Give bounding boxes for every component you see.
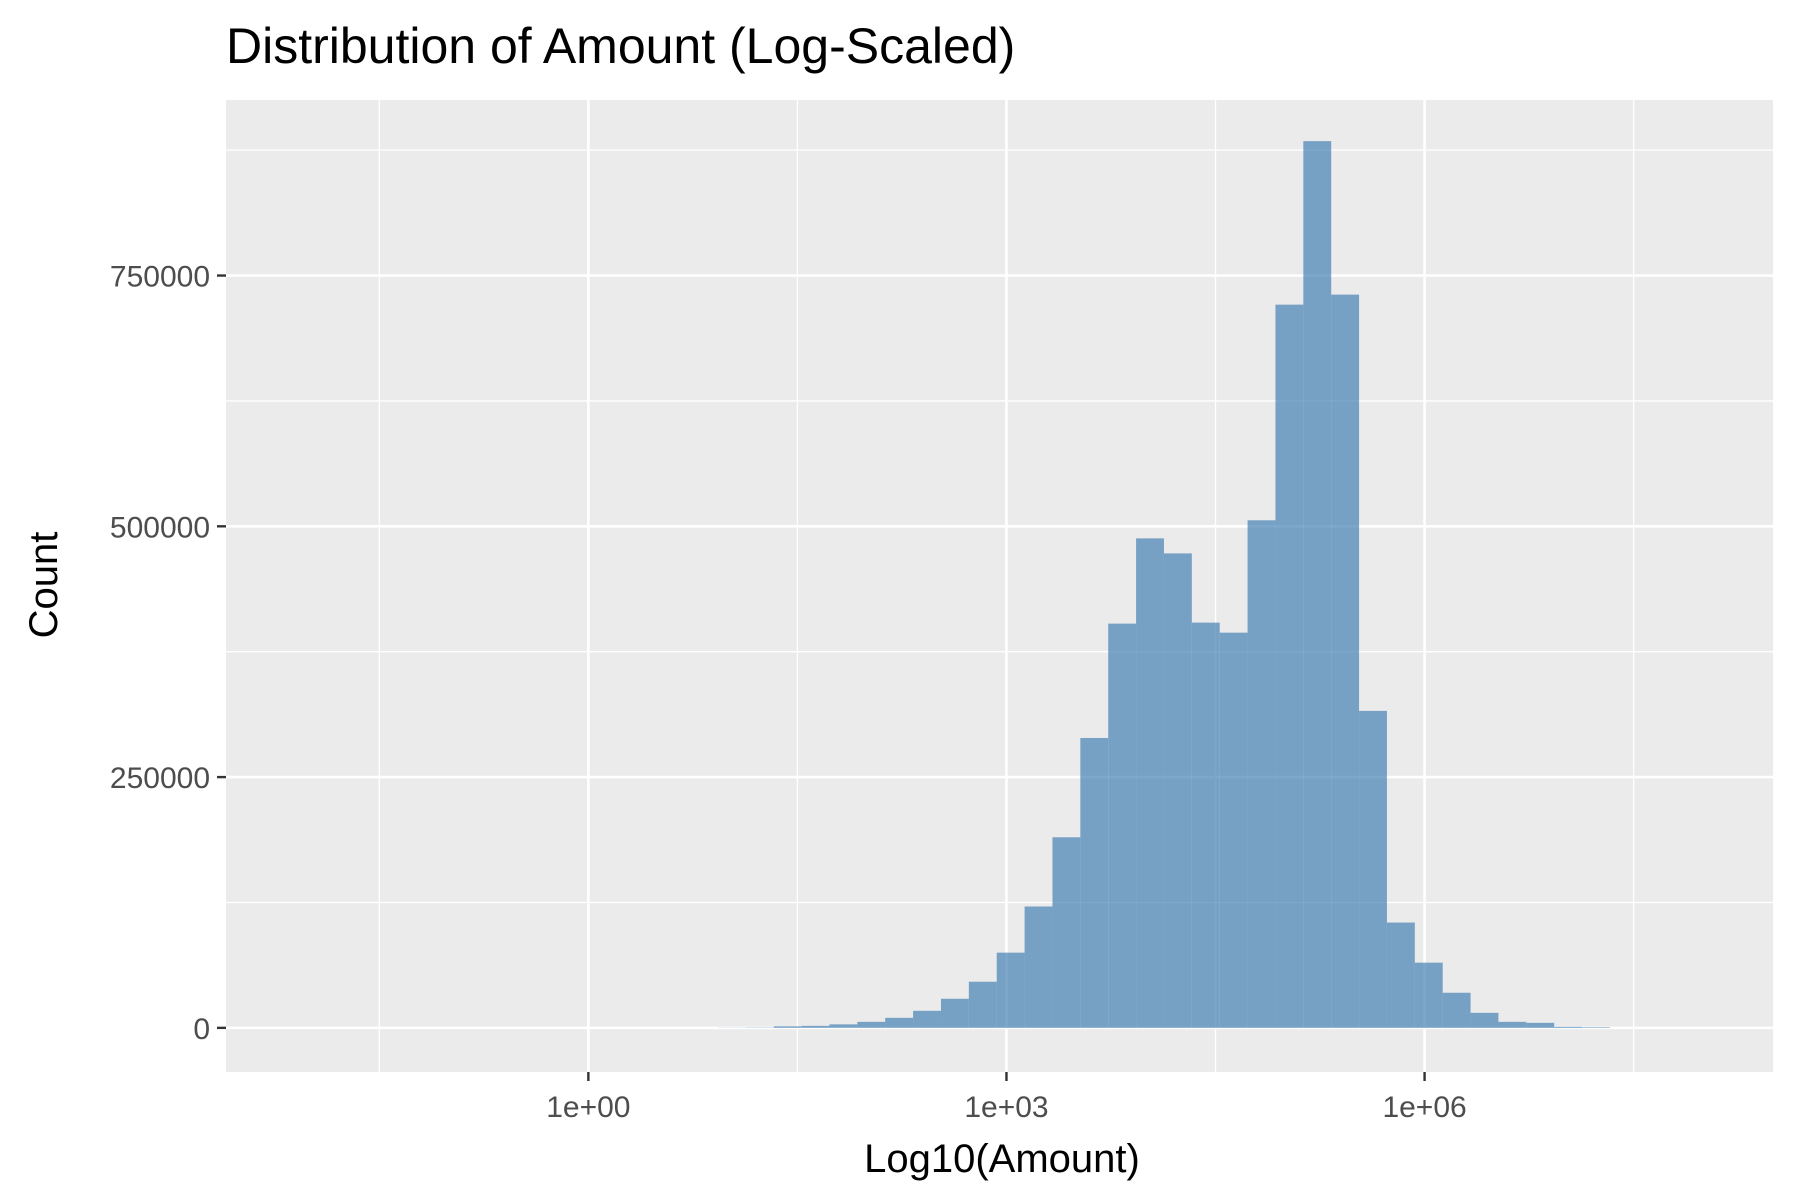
chart-title: Distribution of Amount (Log-Scaled)	[226, 18, 1015, 74]
histogram-bar	[773, 1026, 802, 1028]
histogram-bar	[968, 981, 997, 1028]
histogram-bar	[1470, 1012, 1499, 1028]
x-tick-label: 1e+06	[1382, 1091, 1466, 1124]
y-axis-title: Count	[22, 532, 66, 639]
y-tick-label: 0	[193, 1013, 210, 1046]
histogram-bar	[1442, 992, 1471, 1028]
histogram-bar	[1331, 294, 1360, 1028]
histogram-bar	[1108, 623, 1137, 1028]
major-gridlines	[226, 100, 1773, 1072]
histogram-bar	[829, 1024, 858, 1028]
histogram-bar	[1024, 906, 1053, 1028]
histogram-bar	[1080, 737, 1109, 1028]
histogram-bar	[1526, 1022, 1555, 1028]
histogram-bar	[1554, 1026, 1583, 1028]
histogram-bar	[1136, 538, 1164, 1028]
histogram-bar	[1247, 520, 1276, 1028]
histogram-bar	[1582, 1027, 1610, 1028]
histogram-bar	[857, 1021, 886, 1028]
histogram-bar	[885, 1017, 914, 1028]
y-axis: 0 250000 500000 750000	[110, 261, 226, 1046]
histogram-bar	[1303, 141, 1332, 1028]
histogram-bar	[1163, 553, 1192, 1028]
histogram-bar	[1052, 837, 1081, 1028]
y-tick-label: 250000	[110, 762, 210, 795]
x-tick-label: 1e+00	[546, 1091, 630, 1124]
histogram-bars	[717, 141, 1610, 1028]
y-tick-label: 750000	[110, 261, 210, 294]
histogram-bar	[913, 1010, 941, 1028]
histogram-bar	[1414, 962, 1443, 1028]
histogram-bar	[801, 1025, 830, 1028]
plot-panel	[226, 100, 1773, 1072]
x-axis: 1e+00 1e+03 1e+06	[546, 1072, 1467, 1124]
histogram-bar	[1386, 922, 1415, 1028]
histogram-bar	[940, 998, 969, 1028]
histogram-bar	[996, 952, 1025, 1028]
x-tick-label: 1e+03	[964, 1091, 1048, 1124]
histogram-bar	[1219, 632, 1248, 1028]
histogram-bar	[1498, 1021, 1527, 1028]
histogram-bar	[1191, 622, 1220, 1028]
y-tick-label: 500000	[110, 511, 210, 544]
histogram-bar	[1275, 304, 1304, 1028]
minor-gridlines	[226, 100, 1773, 1072]
x-axis-title: Log10(Amount)	[864, 1137, 1140, 1181]
histogram-bar	[1359, 710, 1387, 1028]
